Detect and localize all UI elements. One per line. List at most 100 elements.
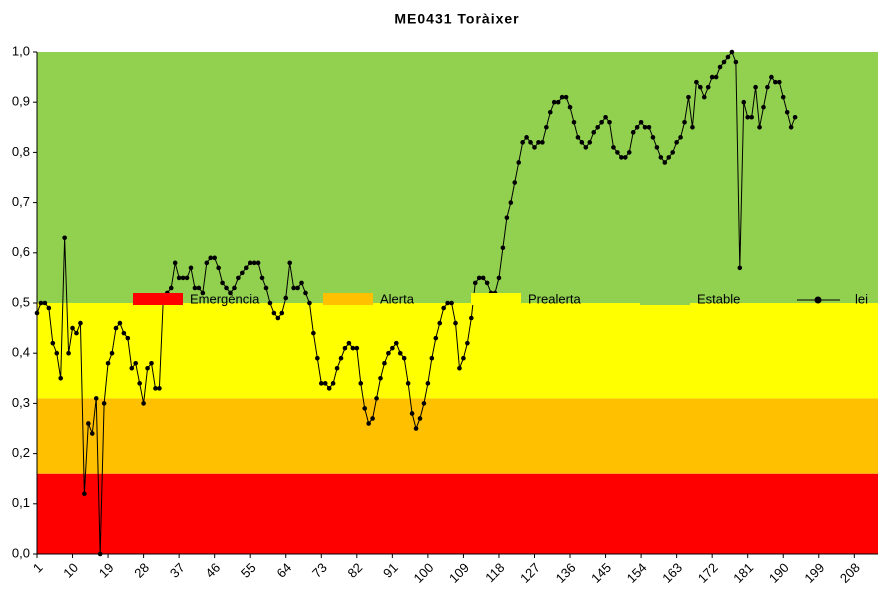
legend-label: Estable [697,291,740,306]
point [204,260,210,266]
x-tick-label: 55 [238,560,259,581]
point [753,84,758,90]
point [603,114,608,120]
point [141,401,146,406]
point [66,350,71,356]
y-tick-label: 0,4 [12,345,30,360]
point [315,355,320,361]
point [216,265,221,271]
point [551,99,557,105]
point [650,135,656,140]
point [97,551,103,557]
point [737,265,743,271]
x-tick-label: 208 [837,560,863,586]
point [784,109,790,115]
point [303,290,308,296]
point [437,320,443,326]
point [701,94,707,100]
point [591,130,597,135]
point [788,125,794,130]
point [240,270,245,276]
point [255,260,261,266]
point [725,54,731,60]
point [453,320,458,326]
point [121,330,127,336]
x-tick-label: 100 [410,560,436,586]
x-tick-label: 19 [96,560,117,581]
point [757,125,762,130]
point [295,285,300,291]
point [58,376,63,381]
point [717,64,723,70]
point [180,275,186,281]
point [741,99,747,105]
point [318,381,324,386]
point [445,300,450,306]
chart-title: ME0431 Toràixer [394,11,519,27]
legend-label: lei [855,291,868,306]
band [37,52,878,303]
point [413,426,419,431]
point [563,94,569,100]
y-tick-label: 0,5 [12,294,30,309]
point [326,386,332,391]
point [38,300,44,306]
point [109,350,115,356]
point [611,145,616,150]
point [394,340,399,346]
x-tick-label: 163 [659,560,685,586]
point [188,265,194,271]
point [528,140,533,145]
x-tick-label: 64 [273,560,294,581]
point [263,285,269,291]
x-tick-label: 190 [766,560,792,586]
y-tick-label: 0,9 [12,94,30,109]
point [374,396,379,401]
point [153,386,158,391]
point [275,315,281,321]
point [599,119,604,125]
point [765,84,770,90]
point [678,135,683,140]
point [232,285,237,291]
point [792,114,798,120]
point [433,335,439,341]
point [129,365,135,371]
point [93,396,99,401]
point [243,265,249,271]
point [626,150,632,155]
point [500,245,506,251]
point [259,275,265,281]
point [634,125,640,130]
point [698,84,703,90]
x-tick-label: 172 [695,560,721,586]
point [547,109,553,115]
point [619,155,624,160]
legend-point [814,296,822,304]
point [82,491,87,497]
point [149,360,154,366]
point [686,94,691,100]
point [654,145,660,150]
point [769,74,774,80]
legend-swatch [133,293,183,305]
point [409,411,415,416]
point [646,125,652,130]
point [745,114,751,120]
point [709,74,715,80]
point [378,376,383,381]
point [429,355,435,361]
point [425,381,431,386]
point [587,140,593,145]
point [705,84,711,90]
point [721,59,727,65]
y-tick-label: 0,1 [12,495,30,510]
point [330,381,336,386]
point [496,275,502,281]
point [322,381,328,386]
point [78,320,83,326]
point [299,280,304,286]
x-tick-label: 145 [588,560,614,586]
point [70,325,75,331]
x-tick-label: 46 [202,560,223,581]
